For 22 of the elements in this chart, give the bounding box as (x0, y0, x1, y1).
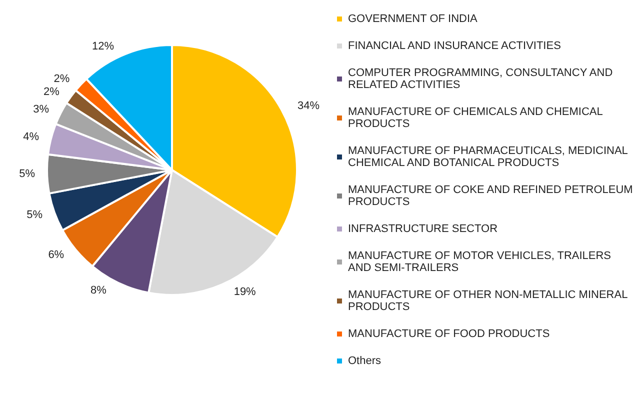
legend-label: MANUFACTURE OF MOTOR VEHICLES, TRAILERS AND SEMI-TRAILERS (348, 250, 614, 274)
data-label: 5% (26, 209, 43, 222)
legend-label: MANUFACTURE OF FOOD PRODUCTS (348, 328, 550, 340)
data-label: 8% (90, 284, 107, 296)
legend-label: MANUFACTURE OF OTHER NON-METALLIC MINERAL PRODUCTS (348, 289, 630, 313)
legend-label: Others (348, 355, 382, 367)
legend-label: FINANCIAL AND INSURANCE ACTIVITIES (348, 40, 561, 52)
data-label: 2% (54, 72, 70, 85)
data-label: 2% (43, 86, 60, 98)
data-label: 6% (48, 248, 64, 261)
legend-label: MANUFACTURE OF COKE AND REFINED PETROLEUM PRODUCTS (348, 184, 636, 208)
data-label: 19% (234, 286, 256, 298)
legend-label: MANUFACTURE OF PHARMACEUTICALS, MEDICINAL CHEMICAL AND BOTANICAL PRODUCTS (348, 145, 631, 169)
legend-label: COMPUTER PROGRAMMING, CONSULTANCY AND RELATED ACTIVITIES (348, 67, 616, 91)
data-label: 3% (33, 104, 50, 116)
data-label: 5% (19, 168, 36, 180)
data-label: 34% (298, 100, 320, 112)
legend-label: INFRASTRUCTURE SECTOR (348, 223, 498, 235)
data-label: 4% (23, 130, 40, 143)
legend-label: MANUFACTURE OF CHEMICALS AND CHEMICAL PRODUCTS (348, 106, 606, 130)
data-label: 12% (92, 40, 114, 52)
legend-label: GOVERNMENT OF INDIA (348, 13, 478, 25)
